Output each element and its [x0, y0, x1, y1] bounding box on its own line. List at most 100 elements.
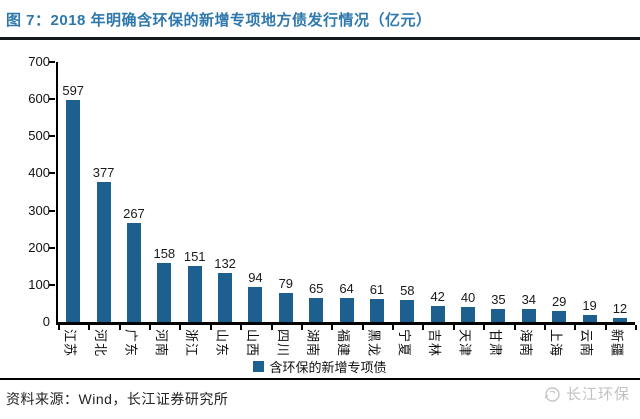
bar-value-label: 12 — [612, 300, 628, 316]
bar-value-label: 42 — [430, 289, 445, 305]
bar-group-新疆: 12 — [605, 62, 635, 322]
x-axis-label: 湖南 — [305, 329, 321, 358]
bar-group-云南: 19 — [574, 62, 604, 322]
x-axis-label-cell: 天津 — [451, 329, 481, 357]
y-axis-tick — [49, 61, 55, 63]
x-axis-tick — [574, 325, 577, 330]
x-axis-label-cell: 福建 — [329, 329, 359, 357]
bar-value-label: 94 — [248, 270, 263, 286]
bar — [369, 299, 384, 322]
y-axis-tick-label: 200 — [28, 239, 50, 255]
x-axis-label: 山东 — [214, 329, 230, 358]
y-axis-tick — [49, 135, 55, 138]
bar-value-label: 19 — [582, 297, 597, 313]
x-axis-label-cell: 吉林 — [421, 329, 451, 357]
x-axis-tick — [422, 325, 425, 330]
x-axis-tick — [88, 325, 91, 330]
x-axis-tick — [270, 325, 273, 330]
x-axis-label: 吉林 — [427, 329, 443, 358]
x-axis-tick — [604, 325, 607, 330]
figure-title: 图 7：2018 年明确含环保的新增专项地方债发行情况（亿元） — [6, 12, 432, 29]
watermark-label: 长江环保 — [565, 386, 630, 403]
x-axis-label-cell: 上海 — [542, 329, 572, 357]
bar-value-label: 79 — [278, 275, 294, 291]
bar — [582, 314, 597, 322]
x-axis-label: 河北 — [93, 329, 109, 358]
x-axis-tick — [179, 325, 182, 330]
x-axis-label-cell: 海南 — [512, 329, 542, 357]
brand-watermark: 长江环保 — [543, 383, 630, 404]
bar-value-label: 35 — [491, 292, 506, 307]
x-axis-label: 山西 — [244, 329, 260, 358]
title-divider — [0, 37, 640, 40]
bar-value-label: 65 — [308, 280, 324, 296]
bar — [491, 309, 506, 322]
bar-group-上海: 29 — [544, 62, 574, 322]
source-note: 资料来源：Wind，长江证券研究所 — [6, 391, 229, 407]
x-axis-label-cell: 江苏 — [56, 329, 86, 357]
bar-group-山西: 94 — [240, 62, 270, 322]
x-axis-label: 新疆 — [609, 329, 625, 358]
bar-group-黑龙: 61 — [362, 62, 392, 322]
bar-group-浙江: 151 — [180, 62, 210, 322]
x-axis-tick — [635, 325, 637, 330]
x-axis-label-cell: 云南 — [572, 329, 602, 357]
bar-value-label: 267 — [123, 205, 145, 221]
bar-value-label: 29 — [551, 294, 567, 310]
bar — [248, 287, 263, 322]
x-axis-label: 云南 — [579, 329, 595, 358]
x-axis-label-cell: 黑龙 — [360, 329, 390, 357]
bar — [278, 292, 293, 322]
bar-group-河南: 158 — [149, 62, 179, 322]
x-axis-label-cell: 浙江 — [178, 329, 208, 357]
changjiang-circle-logo-icon — [544, 386, 560, 402]
y-axis-tick-label: 600 — [28, 91, 50, 107]
x-axis-label-cell: 四川 — [269, 329, 299, 357]
x-axis-tick — [149, 325, 152, 330]
bar-group-山东: 132 — [210, 62, 240, 322]
bar-group-四川: 79 — [271, 62, 301, 322]
bar — [461, 307, 476, 322]
x-axis-tick — [513, 325, 516, 330]
chart-legend: 含环保的新增专项债 — [0, 357, 640, 376]
bar-group-江苏: 597 — [58, 62, 88, 322]
bar-group-天津: 40 — [453, 62, 483, 322]
x-axis-label: 天津 — [457, 329, 473, 358]
x-axis-label: 宁夏 — [396, 329, 412, 358]
bar-group-吉林: 42 — [423, 62, 453, 322]
bar-group-海南: 34 — [514, 62, 544, 322]
x-axis-label-cell: 山东 — [208, 329, 238, 357]
y-axis-tick-label: 500 — [28, 128, 50, 144]
y-axis-tick-label: 400 — [28, 165, 50, 181]
bar — [430, 306, 445, 322]
x-axis-label: 黑龙 — [366, 329, 382, 358]
x-axis-tick — [392, 325, 395, 330]
bar-value-label: 40 — [460, 290, 476, 306]
bar-value-label: 151 — [183, 248, 206, 264]
bar-value-label: 132 — [214, 255, 236, 271]
x-axis-tick — [452, 325, 455, 330]
x-axis-label-cell: 新疆 — [603, 329, 633, 357]
bar — [218, 272, 233, 322]
bar-value-label: 158 — [153, 246, 176, 262]
x-axis-tick — [543, 325, 546, 330]
bar-value-label: 597 — [62, 83, 85, 99]
bar-group-广东: 267 — [119, 62, 149, 322]
bar-group-宁夏: 58 — [392, 62, 422, 322]
x-axis-labels: 江苏 河北 广东 河南 浙江 山东 山西 四川 湖南 福建 黑龙 宁夏 吉林 天津 甘肃 海南 上海 云南 新疆 — [56, 329, 633, 357]
bar-value-label: 34 — [521, 292, 537, 308]
bar — [339, 298, 354, 322]
x-axis-label-cell: 甘肃 — [481, 329, 511, 357]
x-axis-tick — [58, 325, 60, 330]
x-axis-tick — [209, 325, 212, 330]
x-axis-tick — [240, 325, 243, 330]
x-axis-label: 河南 — [153, 329, 169, 358]
bar — [187, 265, 202, 322]
x-axis-label: 甘肃 — [487, 329, 503, 358]
x-axis-tick — [300, 325, 303, 330]
bars-container: 597 377 267 158 151 132 94 79 65 64 61 58 42 40 35 34 29… — [58, 62, 637, 330]
y-axis-tick-label: 0 — [42, 314, 50, 329]
x-axis-label-cell: 河南 — [147, 329, 177, 357]
y-axis-tick-label: 300 — [28, 202, 50, 218]
bar — [126, 222, 141, 322]
